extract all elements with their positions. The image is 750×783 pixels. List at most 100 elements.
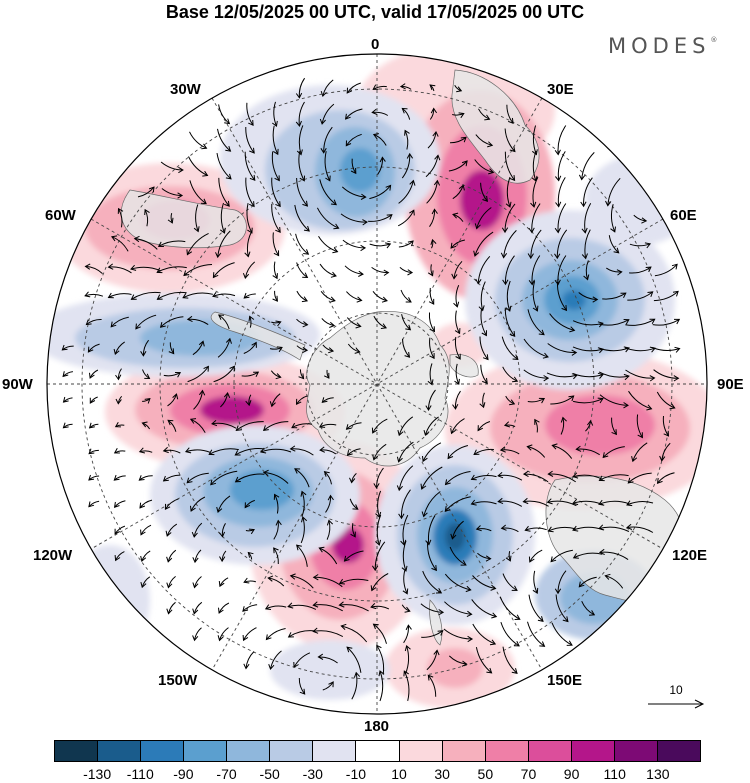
wind-vector-head (537, 616, 544, 622)
wind-vector (375, 467, 384, 488)
wind-vector-head (568, 395, 575, 402)
wind-vector (118, 208, 123, 228)
wind-vector (400, 289, 412, 303)
wind-vector (572, 320, 604, 326)
wind-vector (500, 621, 520, 647)
wind-vector (290, 448, 314, 456)
colorbar-segment-12 (571, 741, 615, 761)
wind-vector-head (407, 269, 414, 276)
wind-vector-head (460, 560, 467, 566)
wind-vector (377, 490, 382, 518)
wind-vector-head (385, 184, 392, 191)
wind-vector-head (186, 315, 193, 323)
wind-vector-head (360, 244, 367, 252)
wind-vector (346, 422, 362, 430)
wind-vector-head (62, 371, 69, 378)
wind-vector (427, 515, 436, 545)
wind-vector-head (490, 584, 497, 591)
wind-vector-head (174, 372, 182, 378)
wind-vector (212, 262, 235, 278)
wind-vector (349, 498, 359, 510)
wind-vector (547, 500, 577, 507)
wind-vector-head (191, 531, 198, 538)
wind-vector-head (291, 422, 298, 429)
wind-vector-head (497, 497, 504, 505)
wind-vector (504, 255, 515, 285)
wind-vector (626, 501, 654, 506)
wind-vector-head (479, 402, 486, 409)
wind-vector-head (505, 555, 512, 562)
reference-arrow-icon (648, 699, 705, 709)
wind-vector (598, 371, 629, 378)
wind-vector (218, 602, 230, 614)
wind-vector-head (299, 688, 306, 695)
wind-vector (320, 449, 337, 455)
wind-vector-head (589, 610, 596, 616)
wind-vector (114, 341, 125, 355)
wind-vector-head (423, 429, 430, 437)
wind-vector (502, 366, 518, 382)
wind-vector (421, 466, 443, 490)
wind-vector-head (499, 446, 506, 453)
wind-vector-head (371, 108, 378, 115)
wind-vector (636, 414, 643, 438)
wind-vector-head (302, 200, 309, 207)
wind-vector-head (189, 418, 197, 424)
wind-vector-head (509, 330, 516, 337)
wind-vector-head (218, 580, 225, 588)
wind-vector-head (272, 295, 278, 302)
wind-vector (443, 628, 473, 640)
wind-vector-head (320, 147, 327, 154)
wind-vector-head (202, 170, 209, 177)
wind-vector (573, 552, 603, 559)
wind-vector-head (318, 546, 325, 553)
wind-vector (263, 472, 289, 484)
wind-vector-head (430, 107, 438, 114)
wind-vector (186, 232, 209, 255)
wind-vector (449, 136, 467, 144)
wind-vector (273, 520, 279, 540)
wind-vector-head (378, 670, 385, 677)
wind-vector-head (203, 365, 209, 372)
colorbar-tick-label: 110 (603, 766, 626, 782)
wind-vector (345, 133, 362, 146)
wind-vector-head (346, 646, 353, 653)
wind-vector-head (375, 539, 381, 546)
wind-vector-head (598, 499, 605, 506)
wind-vector-head (405, 624, 412, 631)
wind-vector-head (604, 573, 611, 580)
wind-vector (235, 448, 265, 456)
wind-vector-head (156, 294, 163, 300)
wind-vector (313, 576, 343, 588)
wind-vector (187, 318, 209, 326)
wind-vector (372, 291, 388, 302)
wind-vector (455, 363, 460, 385)
wind-vector (245, 126, 255, 154)
wind-vector-head (248, 119, 254, 126)
wind-vector (373, 443, 387, 460)
wind-vector (523, 338, 549, 358)
wind-vector-head (338, 578, 345, 585)
wind-vector (113, 475, 126, 481)
wind-vector-head (425, 405, 432, 411)
wind-vector (428, 312, 435, 332)
wind-vector (134, 238, 158, 250)
wind-vector-head (186, 477, 193, 484)
wind-vector-head (475, 525, 482, 532)
wind-vector (115, 551, 125, 561)
longitude-label-90w: 90W (2, 376, 33, 393)
wind-vector-head (350, 531, 356, 538)
wind-vector-head (509, 399, 516, 406)
wind-vector-head (421, 511, 428, 518)
wind-vector-head (62, 396, 69, 403)
wind-vector-head (474, 223, 481, 230)
wind-vector-head (500, 252, 508, 259)
wind-vector (263, 421, 289, 431)
wind-vector-head (605, 200, 612, 207)
wind-vector-head (164, 503, 171, 511)
wind-vector (141, 550, 151, 562)
wind-vector (504, 128, 516, 152)
wind-vector (84, 293, 104, 297)
wind-vector (296, 318, 308, 326)
wind-vector (298, 151, 305, 182)
